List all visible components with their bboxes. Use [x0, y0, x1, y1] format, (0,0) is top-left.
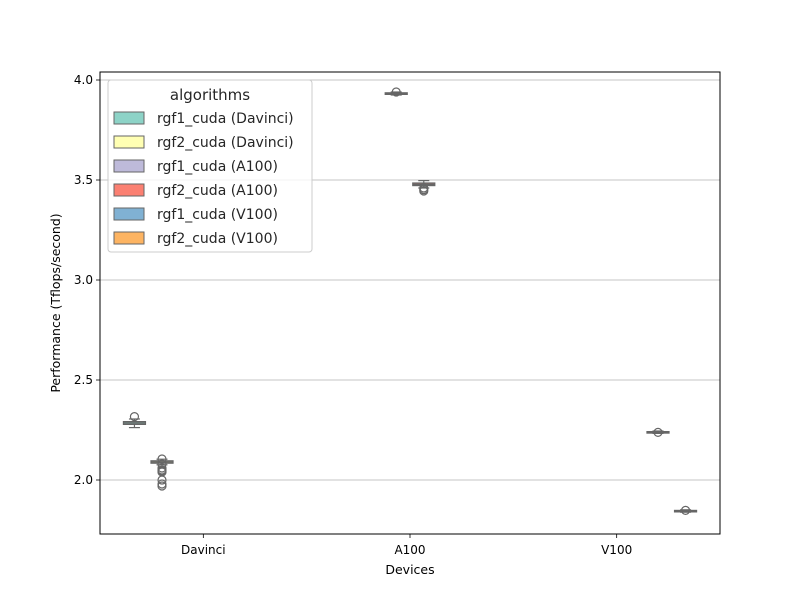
x-tick-label: Davinci: [181, 543, 226, 557]
legend-entry-label: rgf1_cuda (V100): [157, 207, 278, 223]
legend-entry-label: rgf2_cuda (Davinci): [157, 135, 294, 151]
boxes: [122, 87, 698, 515]
x-ticks: Davinci A100 V100: [181, 534, 632, 557]
y-axis-label: Performance (Tflops/second): [48, 213, 63, 392]
x-axis-label: Devices: [385, 562, 434, 577]
box-group: [646, 427, 670, 437]
y-tick-label: 2.5: [74, 373, 93, 387]
legend-title: algorithms: [170, 86, 250, 104]
legend-swatch: [113, 231, 145, 245]
outlier-point: [680, 505, 691, 515]
legend-swatch: [113, 207, 145, 221]
outlier-point: [419, 186, 429, 196]
legend: algorithms rgf1_cuda (Davinci) rgf2_cuda …: [107, 79, 313, 253]
outlier-point: [653, 427, 663, 437]
box-group: [384, 87, 408, 97]
y-tick-label: 3.5: [74, 173, 93, 187]
legend-swatch: [113, 135, 145, 149]
legend-entry-label: rgf1_cuda (A100): [157, 159, 278, 175]
x-tick-label: A100: [394, 543, 425, 557]
y-tick-label: 4.0: [74, 73, 93, 87]
legend-swatch: [113, 183, 145, 197]
y-tick-label: 2.0: [74, 473, 93, 487]
box-group: [122, 412, 147, 429]
y-ticks: 2.0 2.5 3.0 3.5 4.0: [74, 73, 100, 487]
box-group: [150, 454, 174, 491]
outlier-point: [391, 87, 401, 97]
legend-entries: rgf1_cuda (Davinci) rgf2_cuda (Davinci) rg…: [113, 111, 294, 247]
outlier-point: [129, 412, 140, 422]
outlier-point: [157, 454, 167, 464]
legend-frame: [107, 79, 313, 253]
legend-swatch: [113, 111, 145, 125]
legend-swatch: [113, 159, 145, 173]
x-tick-label: V100: [601, 543, 632, 557]
y-tick-label: 3.0: [74, 273, 93, 287]
legend-entry-label: rgf1_cuda (Davinci): [157, 111, 294, 127]
box-group: [673, 505, 698, 515]
outlier-point: [157, 481, 167, 491]
legend-entry-label: rgf2_cuda (A100): [157, 183, 278, 199]
box-group: [412, 180, 436, 196]
legend-entry-label: rgf2_cuda (V100): [157, 231, 278, 247]
outlier-point: [157, 475, 167, 485]
